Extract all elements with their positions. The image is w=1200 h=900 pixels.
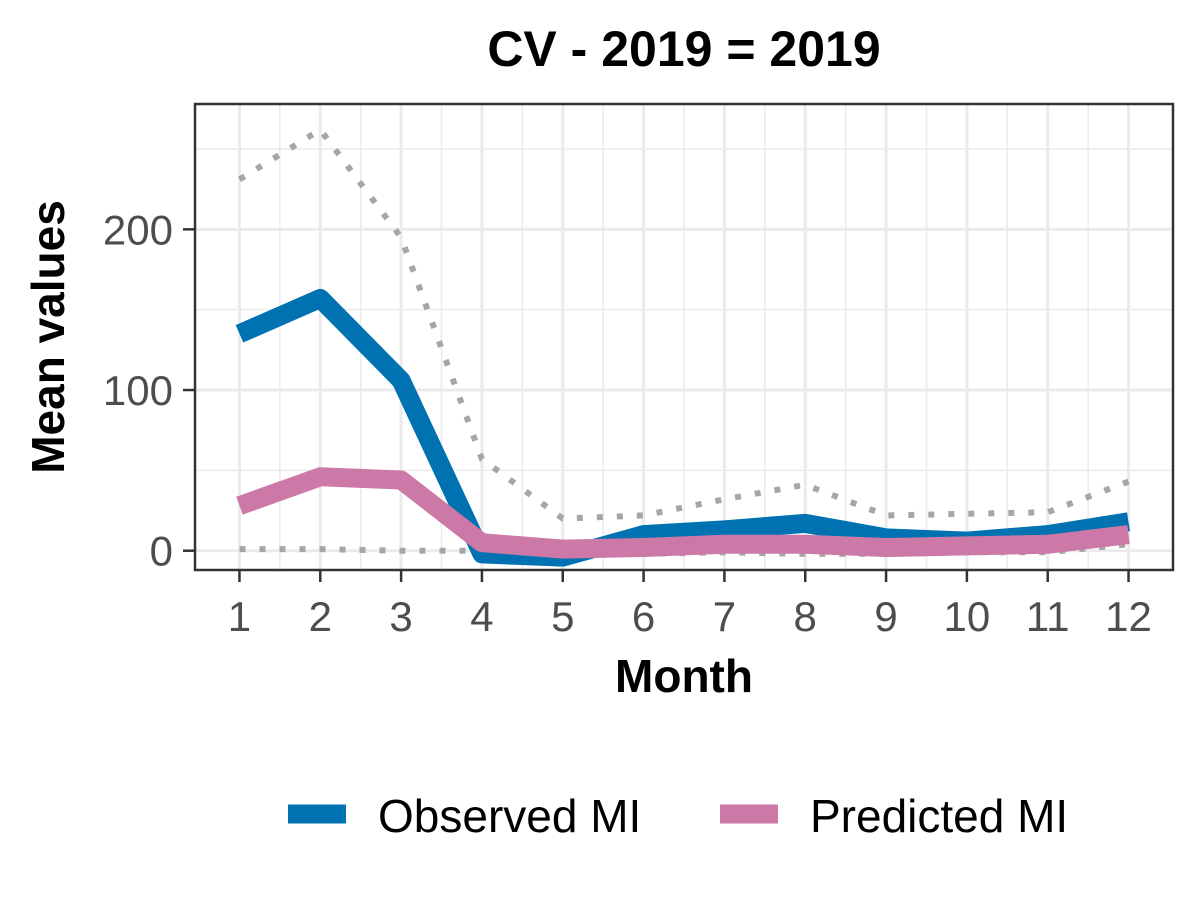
x-tick-label: 9 xyxy=(874,593,897,640)
y-tick-label: 200 xyxy=(103,206,173,253)
y-axis-title: Mean values xyxy=(22,200,74,474)
legend-label-predicted-mi: Predicted MI xyxy=(810,790,1068,842)
x-tick-label: 2 xyxy=(309,593,332,640)
series-line-predicted-mi xyxy=(236,467,1130,559)
x-axis-title: Month xyxy=(615,650,753,702)
y-tick-label: 100 xyxy=(103,367,173,414)
x-tick-label: 8 xyxy=(794,593,817,640)
x-tick-label: 5 xyxy=(551,593,574,640)
x-tick-label: 12 xyxy=(1105,593,1152,640)
legend: Observed MI Predicted MI xyxy=(288,790,1068,842)
x-tick-label: 10 xyxy=(944,593,991,640)
x-tick-label: 7 xyxy=(713,593,736,640)
x-tick-label: 3 xyxy=(389,593,412,640)
minor-gridlines xyxy=(195,104,1173,570)
x-tick-label: 6 xyxy=(632,593,655,640)
x-tick-label: 4 xyxy=(470,593,493,640)
chart-title: CV - 2019 = 2019 xyxy=(487,21,880,77)
plot-border xyxy=(193,102,1175,572)
y-tick-label: 0 xyxy=(150,528,173,575)
legend-label-observed-mi: Observed MI xyxy=(378,790,641,842)
series-layer xyxy=(235,126,1130,567)
panel-border xyxy=(193,102,1175,572)
x-tick-label: 11 xyxy=(1026,593,1070,640)
x-tick-label: 1 xyxy=(228,593,251,640)
